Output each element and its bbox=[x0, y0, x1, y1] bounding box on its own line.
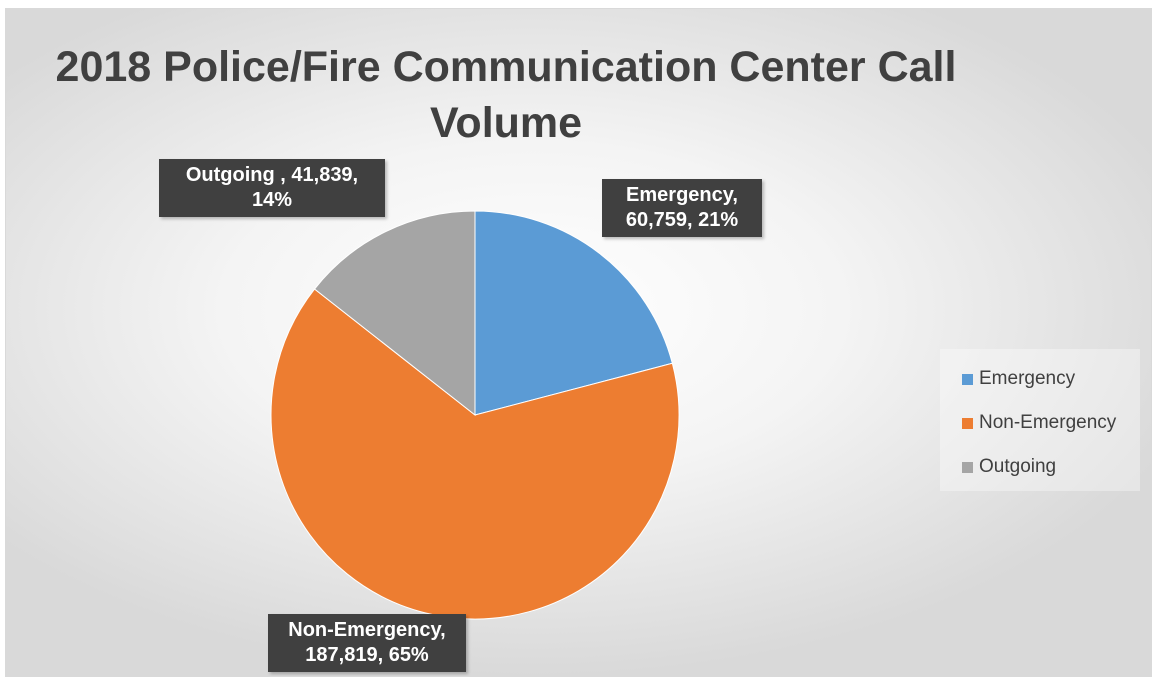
legend-item-emergency: Emergency bbox=[962, 367, 1075, 391]
data-label-non-emergency: Non-Emergency, 187,819, 65% bbox=[268, 614, 466, 672]
pie-slice-outgoing bbox=[313, 210, 476, 417]
legend-label-outgoing: Outgoing bbox=[979, 456, 1057, 477]
pie-slice-emergency bbox=[474, 210, 673, 416]
data-label-outgoing: Outgoing , 41,839, 14% bbox=[159, 159, 385, 217]
chart-area: 2018 Police/Fire Communication Center Ca… bbox=[5, 8, 1152, 677]
legend-label-non-emergency: Non-Emergency bbox=[979, 412, 1117, 433]
data-label-emergency: Emergency, 60,759, 21% bbox=[602, 179, 762, 237]
pie-chart bbox=[270, 210, 680, 620]
legend-swatch-outgoing bbox=[962, 461, 973, 473]
chart-title: 2018 Police/Fire Communication Center Ca… bbox=[55, 43, 957, 147]
legend-swatch-emergency bbox=[962, 373, 973, 385]
legend-label-emergency: Emergency bbox=[979, 368, 1076, 389]
legend-item-non-emergency: Non-Emergency bbox=[962, 411, 1116, 435]
legend: Emergency Non-Emergency Outgoing bbox=[940, 349, 1140, 491]
legend-swatch-non-emergency bbox=[962, 417, 973, 429]
legend-item-outgoing: Outgoing bbox=[962, 455, 1056, 479]
